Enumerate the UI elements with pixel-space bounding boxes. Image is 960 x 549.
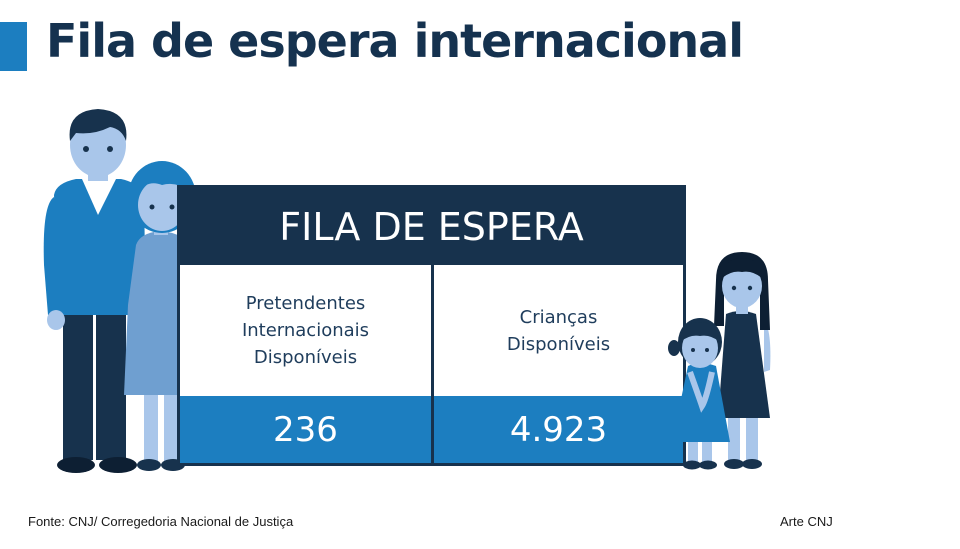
column-value: 4.923 <box>434 396 683 463</box>
waiting-list-table: FILA DE ESPERA Pretendentes Internaciona… <box>177 185 686 466</box>
column-divider <box>431 265 434 463</box>
column-pretendentes: Pretendentes Internacionais Disponíveis … <box>180 265 431 463</box>
source-note: Fonte: CNJ/ Corregedoria Nacional de Jus… <box>28 514 294 529</box>
table-header: FILA DE ESPERA <box>180 188 683 265</box>
column-label: Crianças Disponíveis <box>506 306 611 355</box>
children-illustration <box>668 252 771 470</box>
column-label: Pretendentes Internacionais Disponíveis <box>241 293 370 368</box>
column-criancas: Crianças Disponíveis 4.923 <box>434 265 683 463</box>
man-figure <box>43 109 146 473</box>
small-girl-figure <box>668 318 730 470</box>
tall-girl-figure <box>714 252 771 469</box>
page-title: Fila de espera internacional <box>46 14 744 68</box>
title-accent-bar <box>0 22 27 71</box>
art-credit: Arte CNJ <box>780 514 833 529</box>
column-value: 236 <box>180 396 431 463</box>
